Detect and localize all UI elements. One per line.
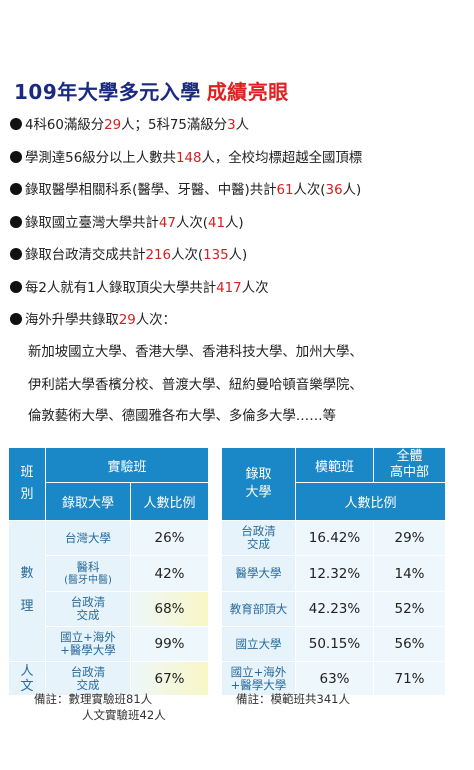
model-ratio-cell: 63% bbox=[295, 661, 374, 696]
bullet-number: 417 bbox=[216, 280, 242, 296]
bullet-number: 61 bbox=[276, 183, 294, 198]
bullet-number: 29 bbox=[118, 313, 136, 328]
bullet-number: 29 bbox=[104, 118, 122, 133]
bullet-text: 人) bbox=[342, 183, 362, 198]
bullet-number: 216 bbox=[145, 248, 172, 263]
model-class-table: 錄取 大學 模範班 全體 高中部 人數比例 台政清 交成 16.42% 29% … bbox=[221, 447, 446, 696]
school-cell: 醫學大學 bbox=[221, 555, 296, 592]
bullet-dot-icon bbox=[10, 248, 22, 260]
col-ratio-header: 人數比例 bbox=[129, 482, 210, 521]
bullet-item: 每2人就有1人錄取頂尖大學共計417人次 bbox=[10, 279, 470, 312]
bullet-number: 41 bbox=[207, 215, 226, 231]
bullet-number: 36 bbox=[325, 183, 343, 198]
school-cell: 國立+海外 +醫學大學 bbox=[221, 661, 296, 696]
class-header: 班 別 bbox=[8, 447, 46, 521]
bullet-number: 148 bbox=[175, 150, 202, 166]
ratio-cell: 68% bbox=[129, 591, 210, 627]
bullet-text: 海外升學共錄取 bbox=[25, 313, 119, 328]
school-cell: 醫科 (醫牙中醫) bbox=[45, 555, 131, 592]
col-all-header: 全體 高中部 bbox=[373, 447, 446, 483]
bullet-text: 每2人就有1人錄取頂尖大學共計 bbox=[25, 280, 217, 296]
col-model-header: 模範班 bbox=[295, 447, 374, 483]
bullet-text: 人次( bbox=[293, 183, 326, 198]
col-school-header: 錄取 大學 bbox=[221, 447, 296, 521]
model-ratio-cell: 50.15% bbox=[295, 626, 374, 662]
bullet-item: 錄取醫學相關科系(醫學、牙醫、中醫)共計61人次(36人) bbox=[10, 181, 470, 214]
bullet-text: 人次( bbox=[175, 215, 208, 231]
group-math: 數 理 bbox=[8, 520, 46, 662]
school-cell: 國立+海外 +醫學大學 bbox=[45, 626, 131, 662]
page-title: 109年大學多元入學 成績亮眼 bbox=[14, 76, 289, 105]
col-ratio-header: 人數比例 bbox=[295, 482, 446, 521]
ratio-cell: 99% bbox=[129, 626, 210, 662]
all-ratio-cell: 52% bbox=[373, 591, 446, 627]
title-main: 109年大學多元入學 bbox=[14, 80, 201, 104]
note-right: 備註：模範班共341人 bbox=[236, 692, 350, 706]
bullet-dot-icon bbox=[10, 313, 22, 325]
school-cell: 台政清 交成 bbox=[221, 520, 296, 556]
all-ratio-cell: 56% bbox=[373, 626, 446, 662]
achievement-list: 4科60滿級分29人；5科75滿級分3人 學測達56級分以上人數共148人，全校… bbox=[10, 116, 470, 344]
note-left-1: 備註：數理實驗班81人 bbox=[34, 692, 153, 706]
bullet-number: 47 bbox=[158, 215, 176, 231]
bullet-number: 135 bbox=[203, 248, 229, 263]
overseas-line: 倫敦藝術大學、德國雅各布大學、多倫多大學……等 bbox=[28, 409, 336, 424]
bullet-text: 人次： bbox=[135, 313, 176, 328]
overseas-line: 新加坡國立大學、香港大學、香港科技大學、加州大學、 bbox=[28, 345, 363, 360]
bullet-item: 學測達56級分以上人數共148人，全校均標超越全國頂標 bbox=[10, 149, 470, 182]
model-ratio-cell: 42.23% bbox=[295, 591, 374, 627]
note-left-2: 人文實驗班42人 bbox=[82, 708, 166, 722]
group-header: 實驗班 bbox=[44, 447, 210, 483]
group-humanities: 人 文 bbox=[8, 661, 46, 696]
school-cell: 教育部頂大 bbox=[221, 591, 296, 627]
bullet-text: 4科60滿級分 bbox=[25, 118, 105, 133]
bullet-item: 海外升學共錄取29人次： bbox=[10, 311, 470, 344]
school-cell: 台政清 交成 bbox=[45, 661, 131, 696]
bullet-dot-icon bbox=[10, 183, 22, 195]
all-ratio-cell: 14% bbox=[373, 555, 446, 592]
bullet-text: 人) bbox=[228, 248, 248, 263]
ratio-cell: 67% bbox=[129, 661, 210, 696]
bullet-item: 錄取台政清交成共計216人次(135人) bbox=[10, 246, 470, 279]
bullet-text: 人 bbox=[235, 118, 249, 133]
col-school-header: 錄取大學 bbox=[45, 482, 131, 521]
overseas-line: 伊利諾大學香檳分校、普渡大學、紐約曼哈頓音樂學院、 bbox=[28, 378, 363, 393]
title-highlight: 成績亮眼 bbox=[206, 80, 289, 104]
bullet-dot-icon bbox=[10, 215, 22, 228]
school-cell: 國立大學 bbox=[221, 626, 296, 662]
bullet-number: 3 bbox=[227, 118, 236, 133]
all-ratio-cell: 71% bbox=[373, 661, 446, 696]
school-cell: 台灣大學 bbox=[45, 520, 131, 556]
bullet-item: 錄取國立臺灣大學共計47人次(41人) bbox=[10, 214, 470, 247]
bullet-dot-icon bbox=[10, 150, 22, 163]
bullet-dot-icon bbox=[10, 118, 22, 130]
bullet-text: 人；5科75滿級分 bbox=[121, 118, 228, 133]
all-ratio-cell: 29% bbox=[373, 520, 446, 556]
experimental-class-table: 班 別 實驗班 錄取大學 人數比例 數 理 台灣大學 26% 醫科 (醫牙中醫) … bbox=[8, 447, 210, 696]
model-ratio-cell: 12.32% bbox=[295, 555, 374, 592]
bullet-text: 人) bbox=[225, 215, 244, 231]
bullet-text: 錄取國立臺灣大學共計 bbox=[25, 215, 159, 231]
bullet-text: 人，全校均標超越全國頂標 bbox=[201, 150, 363, 166]
bullet-text: 人次( bbox=[171, 248, 204, 263]
bullet-item: 4科60滿級分29人；5科75滿級分3人 bbox=[10, 116, 470, 149]
school-cell: 台政清 交成 bbox=[45, 591, 131, 627]
bullet-text: 學測達56級分以上人數共 bbox=[25, 150, 176, 166]
ratio-cell: 42% bbox=[129, 555, 210, 592]
bullet-dot-icon bbox=[10, 280, 22, 293]
ratio-cell: 26% bbox=[129, 520, 210, 556]
bullet-text: 錄取醫學相關科系(醫學、牙醫、中醫)共計 bbox=[25, 183, 277, 198]
model-ratio-cell: 16.42% bbox=[295, 520, 374, 556]
bullet-text: 人次 bbox=[241, 280, 269, 296]
bullet-text: 錄取台政清交成共計 bbox=[25, 248, 146, 263]
